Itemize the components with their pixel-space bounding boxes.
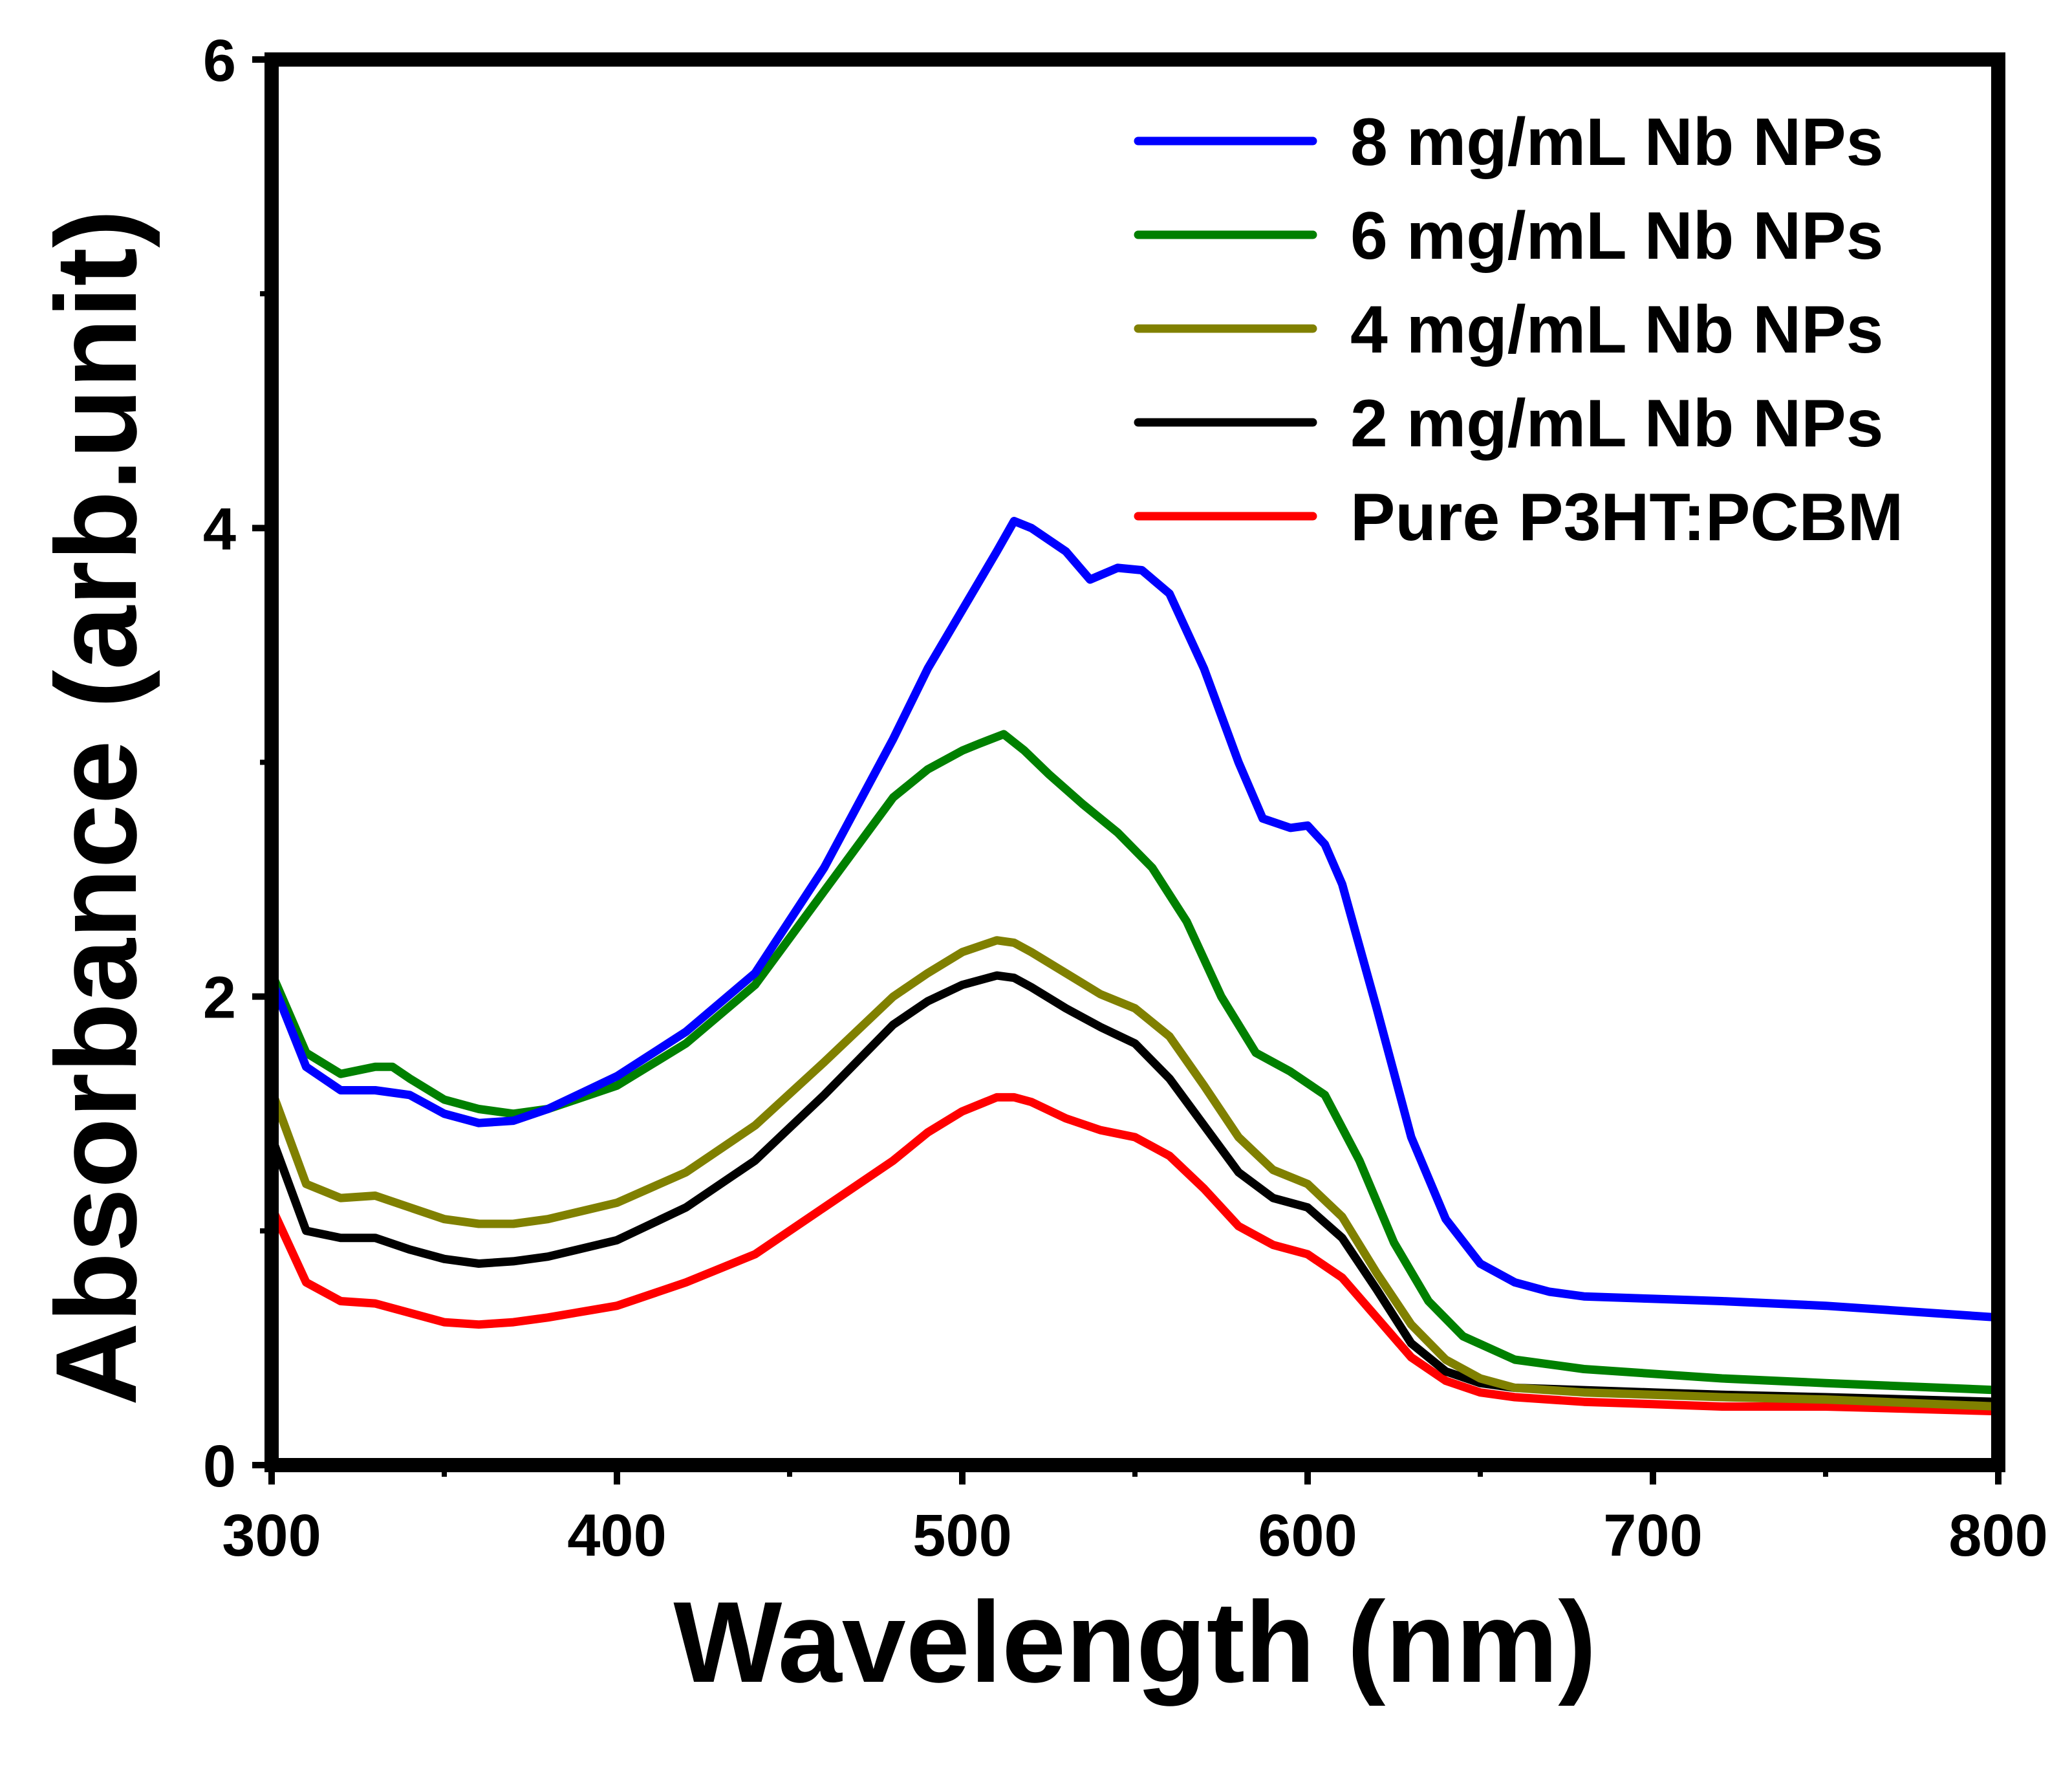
plot-frame [264,52,2005,1472]
series-layer [267,517,2003,1416]
y-tick-label: 4 [203,496,236,562]
x-tick-label: 300 [222,1503,321,1569]
x-axis-title: Wavelength (nm) [673,1578,1596,1706]
x-tick-label: 800 [1948,1503,2048,1569]
legend: 8 mg/mL Nb NPs 6 mg/mL Nb NPs 4 mg/mL Nb N… [1134,105,1903,555]
x-tick-label: 600 [1258,1503,1357,1569]
tick-labels-layer: 300 400 500 600 700 800 0 2 4 6 [203,28,2048,1569]
y-axis-title: Absorbance (arb.unit) [32,210,160,1406]
y-tick-label: 6 [203,28,236,94]
x-tick-label: 500 [912,1503,1012,1569]
x-tick-label: 700 [1603,1503,1703,1569]
y-tick-label: 0 [203,1433,236,1499]
legend-label-0: 8 mg/mL Nb NPs [1350,105,1883,180]
series-line-4 [267,1093,2003,1416]
legend-label-2: 4 mg/mL Nb NPs [1350,292,1883,367]
series-line-3 [267,971,2003,1406]
series-line-1 [267,730,2003,1395]
x-tick-label: 400 [567,1503,667,1569]
legend-label-4: Pure P3HT:PCBM [1350,480,1903,555]
legend-label-3: 2 mg/mL Nb NPs [1350,386,1883,461]
series-line-2 [267,936,2003,1411]
y-tick-label: 2 [203,965,236,1031]
series-line-0 [267,517,2003,1322]
legend-label-1: 6 mg/mL Nb NPs [1350,199,1883,274]
